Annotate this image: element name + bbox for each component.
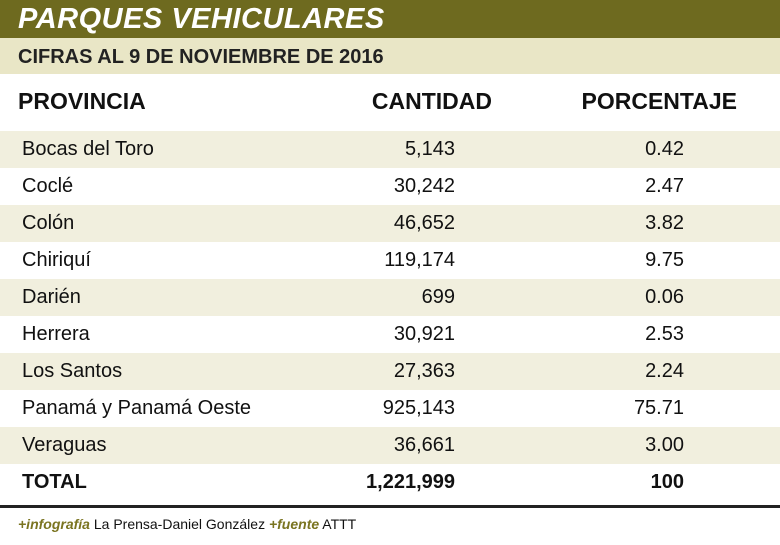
- title: PARQUES VEHICULARES: [18, 3, 385, 35]
- divider: [0, 505, 780, 508]
- source-label: +fuente: [268, 516, 320, 532]
- quantity-cell: 30,242: [393, 175, 455, 197]
- credit: La Prensa-Daniel González: [93, 516, 266, 532]
- province-cell: Panamá y Panamá Oeste: [22, 397, 252, 419]
- quantity-cell: 119,174: [384, 249, 455, 271]
- quantity-cell: 36,661: [393, 434, 455, 456]
- table-row: Panamá y Panamá Oeste 925,143 75.71: [0, 390, 780, 427]
- table-row: Herrera 30,921 2.53: [0, 316, 780, 353]
- table-row: Darién 699 0.06: [0, 279, 780, 316]
- subtitle: CIFRAS AL 9 DE NOVIEMBRE DE 2016: [18, 46, 384, 68]
- percent-cell: 0.06: [645, 286, 684, 308]
- table-row: Colón 46,652 3.82: [0, 205, 780, 242]
- percent-cell: 0.42: [645, 138, 684, 160]
- title-bar: [0, 0, 780, 38]
- percent-cell: 75.71: [633, 397, 684, 419]
- quantity-cell: 27,363: [393, 360, 455, 382]
- percent-cell: 2.47: [645, 175, 684, 197]
- province-cell: Los Santos: [22, 360, 123, 382]
- percent-cell: 2.24: [645, 360, 684, 382]
- province-cell: Coclé: [22, 175, 74, 197]
- quantity-cell: 30,921: [393, 323, 455, 345]
- column-header: PORCENTAJE: [581, 88, 738, 114]
- table-row: Bocas del Toro 5,143 0.42: [0, 131, 780, 168]
- source: ATTT: [322, 516, 357, 532]
- column-header: PROVINCIA: [18, 88, 146, 114]
- quantity-cell: 5,143: [404, 138, 455, 160]
- quantity-cell: 699: [421, 286, 455, 308]
- percent-cell: 100: [650, 471, 684, 493]
- table-row: Coclé 30,242 2.47: [0, 168, 780, 205]
- table-row: Los Santos 27,363 2.24: [0, 353, 780, 390]
- percent-cell: 2.53: [645, 323, 684, 345]
- credit-label: +infografía: [18, 516, 90, 532]
- province-cell: TOTAL: [22, 471, 87, 493]
- province-cell: Bocas del Toro: [22, 138, 154, 160]
- province-cell: Darién: [22, 286, 81, 308]
- percent-cell: 9.75: [645, 249, 684, 271]
- quantity-cell: 1,221,999: [366, 471, 455, 493]
- table-row: TOTAL 1,221,999 100: [0, 464, 780, 501]
- province-cell: Herrera: [22, 323, 90, 345]
- column-header: CANTIDAD: [371, 88, 492, 114]
- province-cell: Colón: [22, 212, 75, 234]
- table-row: Veraguas 36,661 3.00: [0, 427, 780, 464]
- quantity-cell: 46,652: [393, 212, 455, 234]
- quantity-cell: 925,143: [382, 397, 455, 419]
- footer: +infografía La Prensa-Daniel González +f…: [18, 516, 356, 532]
- table-row: Chiriquí 119,174 9.75: [0, 242, 780, 279]
- province-cell: Veraguas: [22, 434, 107, 456]
- province-cell: Chiriquí: [22, 249, 91, 271]
- subtitle-bar: [0, 38, 780, 74]
- percent-cell: 3.00: [645, 434, 684, 456]
- percent-cell: 3.82: [645, 212, 684, 234]
